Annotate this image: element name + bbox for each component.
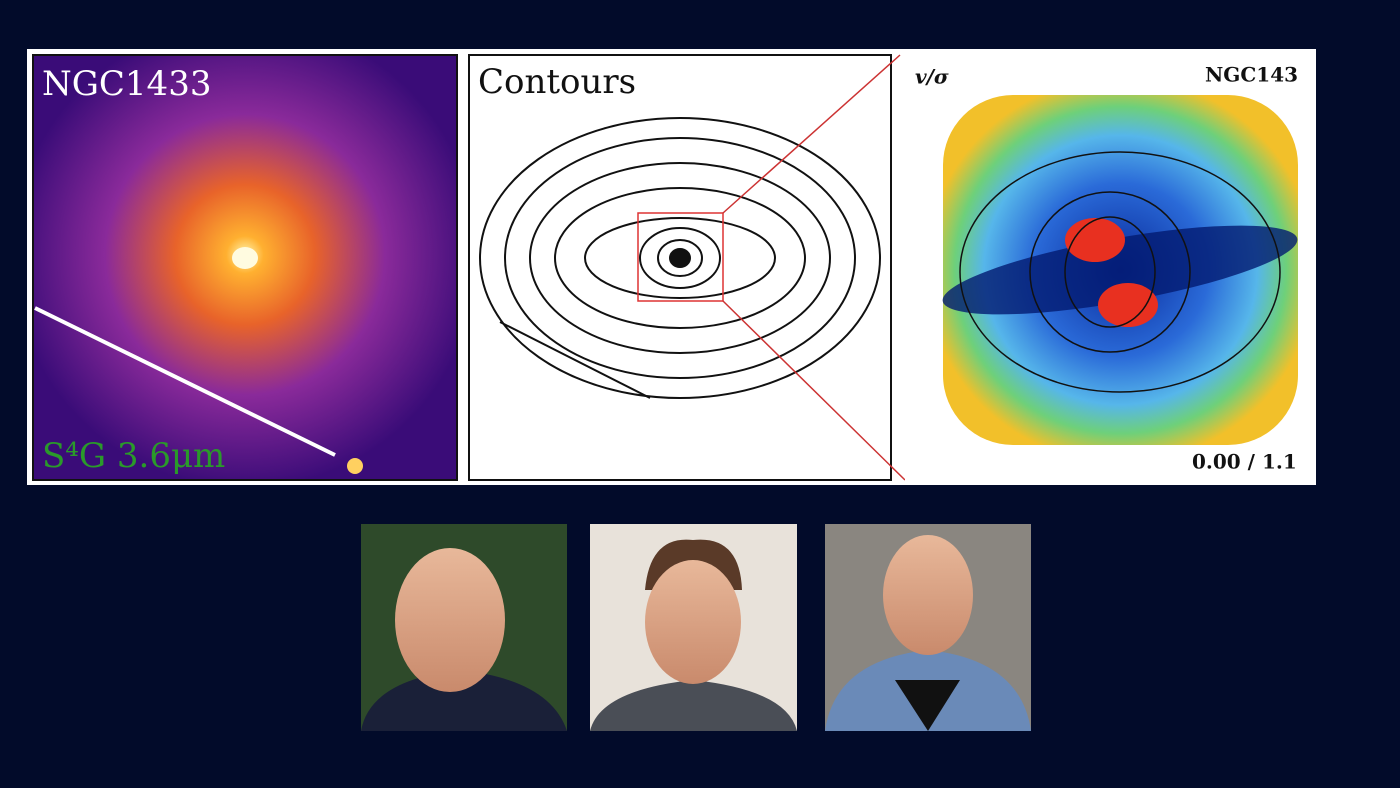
portrait bbox=[590, 524, 797, 731]
panel-label: Contours bbox=[478, 62, 636, 102]
range-label: 0.00 / 1.1 bbox=[1192, 450, 1297, 474]
panel-caption: S⁴G 3.6μm bbox=[42, 436, 225, 476]
portrait bbox=[361, 524, 567, 731]
panel-caption: NGC143 bbox=[1205, 63, 1298, 87]
contour-panel bbox=[468, 54, 906, 481]
panel-label: v/σ bbox=[915, 65, 949, 89]
image-panel: NGC1433 S⁴G 3.6μm bbox=[32, 54, 458, 481]
panel-label: NGC1433 bbox=[42, 64, 211, 104]
velocity-panel: v/σ NGC143 0.00 / 1.1 bbox=[905, 55, 1316, 480]
portrait bbox=[825, 524, 1031, 731]
